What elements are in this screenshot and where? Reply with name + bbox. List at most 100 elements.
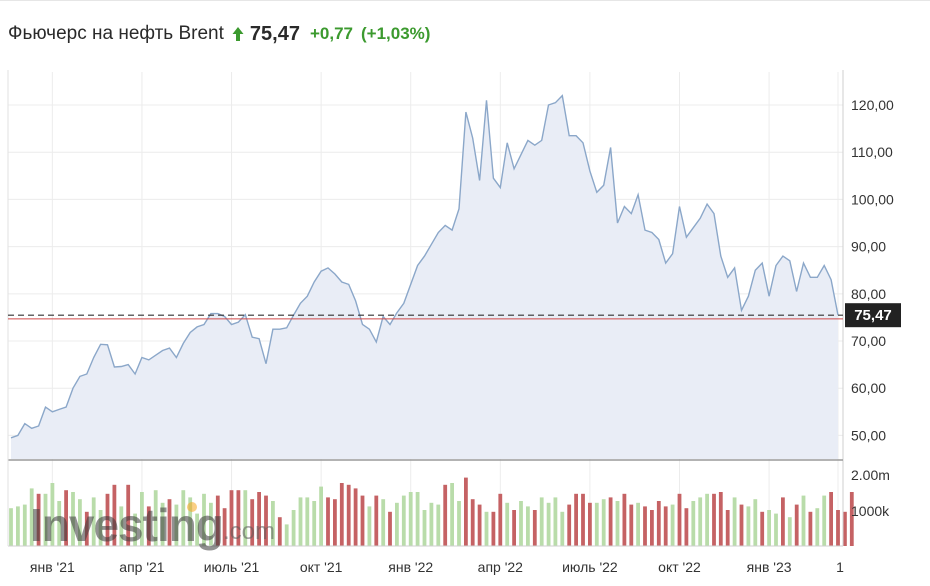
volume-bar <box>691 501 696 546</box>
y-tick-label: 100,00 <box>851 191 894 207</box>
volume-bar <box>277 517 282 546</box>
volume-bar <box>195 513 199 546</box>
volume-bar <box>264 495 268 546</box>
volume-bar <box>353 488 358 546</box>
volume-bar <box>464 477 468 546</box>
volume-bar <box>643 506 647 546</box>
volume-bar <box>615 501 620 546</box>
volume-bar <box>181 490 186 546</box>
volume-bar <box>119 506 124 546</box>
volume-bar <box>43 493 48 546</box>
x-axis-labels: янв '21 апр '21 июль '21 окт '21 янв '22 апр … <box>30 559 844 575</box>
volume-bar <box>539 497 544 546</box>
volume-bar <box>57 501 62 546</box>
volume-bar <box>346 484 351 546</box>
volume-bar <box>808 511 813 546</box>
volume-bar <box>560 511 565 546</box>
volume-bar <box>105 493 110 546</box>
volume-bar <box>174 504 179 546</box>
volume-bar <box>636 502 640 546</box>
x-tick-label: окт '22 <box>658 559 701 575</box>
volume-bar <box>326 497 330 546</box>
volume-bar <box>243 490 248 546</box>
y-tick-label: 60,00 <box>851 380 886 396</box>
volume-bar <box>222 508 227 546</box>
y-axis-labels: 50,00 60,00 70,00 80,00 90,00 100,00 110,00 120… <box>851 97 894 519</box>
current-price-label: 75,47 <box>854 307 892 324</box>
volume-bar <box>732 497 737 546</box>
volume-bar <box>36 493 41 546</box>
price-change-percent: (+1,03%) <box>360 24 431 43</box>
volume-bar <box>429 502 434 546</box>
volume-bar <box>622 493 627 546</box>
volume-bar <box>656 501 661 546</box>
volume-bar <box>257 492 261 546</box>
volume-bar <box>160 502 165 546</box>
price-line <box>10 94 839 439</box>
volume-bar <box>381 499 386 546</box>
volume-bar <box>339 483 344 546</box>
volume-bar <box>767 510 771 546</box>
volume-bar <box>629 504 634 546</box>
volume-bar <box>9 508 13 546</box>
volume-bar <box>367 506 372 546</box>
x-tick-label: апр '21 <box>119 559 165 575</box>
volume-bar <box>601 499 606 546</box>
volume-bar <box>553 497 558 546</box>
volume-bar <box>705 493 709 546</box>
volume-bar <box>443 484 448 546</box>
volume-bar <box>22 504 27 546</box>
x-tick-label: апр '22 <box>478 559 524 575</box>
volume-bar <box>202 493 206 546</box>
volume-bar <box>725 510 730 546</box>
volume-bar <box>829 492 833 546</box>
x-tick-label: июль '21 <box>204 559 260 575</box>
volume-bar <box>29 488 34 546</box>
volume-bar <box>305 497 310 546</box>
y-tick-label: 120,00 <box>851 97 894 113</box>
volume-bar <box>284 524 289 546</box>
x-tick-label: 1 <box>836 559 844 575</box>
price-area <box>10 94 839 459</box>
y-tick-label: 80,00 <box>851 286 886 302</box>
volume-bar <box>126 484 131 546</box>
volume-bar <box>574 493 578 546</box>
x-tick-label: янв '23 <box>747 559 792 575</box>
volume-bar <box>133 513 137 546</box>
volume-bar <box>698 497 703 546</box>
volume-bar <box>271 501 275 546</box>
top-border <box>0 0 930 1</box>
volume-bar <box>505 502 510 546</box>
volume-bar <box>594 502 599 546</box>
volume-bar <box>519 501 523 546</box>
volume-bar <box>16 506 20 546</box>
volume-bar <box>84 511 89 546</box>
volume-bar <box>781 497 785 546</box>
volume-bar <box>663 506 668 546</box>
x-tick-label: окт '21 <box>300 559 343 575</box>
volume-bar <box>526 506 530 546</box>
volume-bar <box>250 499 255 546</box>
volume-bar <box>415 492 420 546</box>
volume-bar <box>236 490 241 546</box>
quote-header: Фьючерс на нефть Brent 75,47 +0,77 (+1,0… <box>8 20 430 48</box>
volume-bar <box>153 490 158 546</box>
volume-bar <box>477 504 482 546</box>
volume-bar <box>684 508 689 546</box>
volume-bar <box>71 492 75 546</box>
last-price: 75,47 <box>249 22 300 45</box>
volume-bar <box>677 493 682 546</box>
price-change: +0,77 <box>309 24 353 43</box>
volume-bar <box>670 504 675 546</box>
volume-bar <box>64 490 68 546</box>
volume-bar <box>91 497 96 546</box>
volume-bar <box>760 511 765 546</box>
volume-bar <box>209 502 213 546</box>
volume-bar <box>167 499 172 546</box>
volume-bar <box>822 495 827 546</box>
volume-bar <box>801 495 806 546</box>
volume-bar <box>229 490 234 546</box>
volume-bar <box>333 499 337 546</box>
volume-bar <box>215 495 220 546</box>
